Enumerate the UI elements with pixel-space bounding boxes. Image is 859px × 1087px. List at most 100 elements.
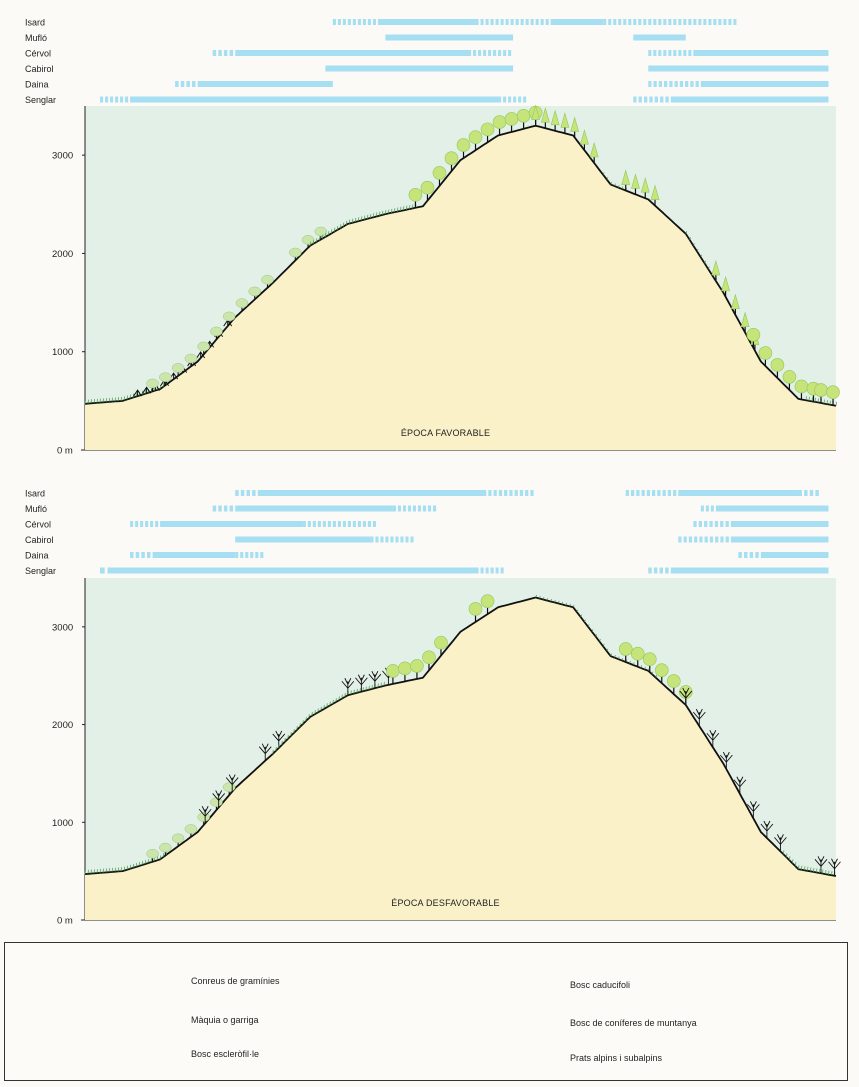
range-dash [146, 552, 151, 558]
tree-bare [774, 834, 787, 852]
range-dash [798, 490, 802, 496]
tree-scrub [133, 389, 142, 397]
tree-crown [721, 275, 731, 292]
alpine-tuft [606, 177, 609, 180]
grass-blade [162, 382, 164, 387]
tree-decid [434, 635, 448, 656]
grass-blade [801, 865, 803, 870]
grass-blade [147, 859, 149, 864]
grass-blade [336, 225, 339, 231]
animal-label-2: Mufló [25, 504, 47, 514]
range-dash [342, 19, 346, 25]
tree-crown [654, 663, 669, 677]
tree-crown [540, 107, 550, 123]
animal-label-4: Cabirol [25, 64, 54, 74]
range-dash [618, 19, 622, 25]
range-dash [648, 50, 652, 56]
range-dash [705, 505, 709, 512]
range-dash [322, 521, 326, 527]
range-dash [250, 552, 254, 558]
grass-blade [120, 396, 122, 402]
tree-sclero [159, 372, 172, 386]
bare-branches [720, 751, 733, 770]
tree-decid [444, 151, 459, 172]
range-dash [653, 50, 657, 56]
tree-conifer [711, 259, 721, 281]
grass-blade [135, 862, 137, 867]
range-bar [678, 490, 799, 496]
range-dash [633, 96, 637, 103]
tree-bare [760, 820, 774, 838]
animal-label-4: Cabirol [25, 535, 54, 545]
tree-conifer [531, 104, 540, 126]
tree-crown [210, 326, 223, 337]
tree-bare [706, 730, 720, 748]
animal-label-5: Daina [25, 551, 49, 561]
tree-crown [770, 358, 785, 372]
range-dash [223, 50, 228, 56]
tree-conifer [730, 293, 740, 315]
grass-blade [156, 856, 158, 861]
panel-favorable: Isard Mufló Cérvol Cabirol Daina Senglar 0 m 10… [25, 18, 840, 457]
grass-blade [380, 682, 382, 687]
grass-blade [96, 398, 98, 403]
grass-blade [807, 866, 809, 871]
grass-blade [135, 392, 137, 397]
tree-conifer [650, 184, 660, 206]
range-dash [478, 50, 482, 56]
animal-label-5: Daina [25, 80, 49, 90]
range-dash [212, 505, 217, 512]
range-dash [498, 50, 502, 56]
grass-blade [315, 238, 318, 243]
grass-blade [144, 389, 146, 394]
grass-blade [792, 859, 794, 864]
range-dash [473, 50, 477, 56]
range-dash [714, 521, 719, 527]
legend-label-decid: Bosc caducifoli [570, 980, 631, 990]
grass-blade [330, 229, 333, 234]
range-dash [402, 505, 407, 512]
range-dash [500, 567, 504, 574]
tree-crown [826, 385, 840, 400]
tree-decid [410, 659, 424, 679]
range-dash [503, 96, 507, 103]
tree-crown [159, 842, 172, 853]
range-dash [513, 96, 517, 103]
range-dash [223, 505, 228, 512]
grass-blade [394, 208, 396, 213]
grass-blade [350, 690, 352, 695]
shrub-branches [196, 351, 206, 359]
grass-blade [358, 217, 360, 222]
alpine-tuft [572, 604, 575, 608]
grass-blade [117, 867, 119, 872]
grass-blade [102, 868, 104, 873]
range-dash [693, 19, 697, 25]
range-dash [150, 521, 154, 527]
range-dash [337, 19, 341, 25]
tree-crown [814, 383, 828, 397]
tree-bare [814, 856, 828, 874]
grass-blade [314, 710, 316, 715]
tree-crown [711, 259, 721, 276]
range-dash [709, 521, 713, 527]
range-dash [665, 567, 669, 574]
range-dash [392, 505, 397, 512]
range-dash [412, 505, 417, 512]
grass-blade [339, 224, 342, 229]
alpine-tuft [587, 624, 590, 627]
animal-label-3: Cérvol [25, 49, 51, 59]
alpine-tuft [685, 231, 688, 234]
tree-sclero [261, 274, 274, 288]
legend-label-alpine: Prats alpins i subalpins [570, 1053, 663, 1063]
range-dash [475, 567, 479, 574]
range-dash [155, 521, 159, 527]
range-dash [490, 567, 494, 574]
tree-bare [720, 751, 733, 770]
tree-crown [422, 650, 436, 665]
grass-blade [114, 867, 116, 872]
grass-blade [786, 853, 788, 858]
vegetation [84, 594, 841, 876]
alpine-tuft [610, 182, 612, 185]
range-dash [678, 536, 682, 543]
bare-branches [341, 678, 355, 696]
